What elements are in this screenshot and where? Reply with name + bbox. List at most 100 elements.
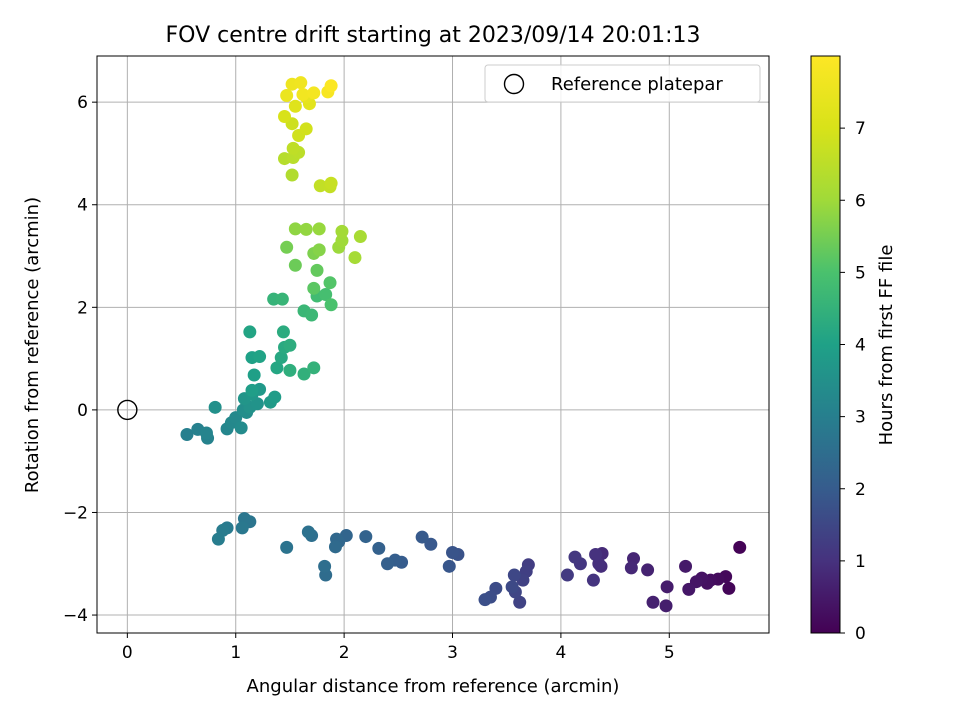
colorbar-label: Hours from first FF file (876, 245, 897, 446)
data-point (296, 87, 310, 101)
data-point (324, 79, 338, 93)
colorbar-tick-label: 3 (855, 408, 866, 428)
colorbar-tick-label: 7 (855, 119, 866, 139)
y-tick-label: 6 (77, 93, 88, 113)
data-point (348, 251, 362, 265)
data-point (507, 568, 521, 582)
y-axis-label: Rotation from reference (arcmin) (22, 197, 43, 493)
data-point (268, 390, 282, 404)
data-point (301, 525, 315, 539)
colorbar-ticks: 0 1 2 3 4 5 6 7 (840, 119, 866, 644)
colorbar-tick-label: 1 (855, 552, 866, 572)
data-point (324, 176, 338, 190)
data-point (318, 559, 332, 573)
data-point (294, 76, 308, 90)
y-tick-label: −2 (63, 503, 88, 523)
data-point (235, 521, 249, 535)
data-point (589, 548, 603, 562)
colorbar-tick-label: 6 (855, 191, 866, 211)
data-point (353, 230, 367, 244)
data-point (278, 110, 292, 124)
data-points (180, 76, 747, 613)
x-tick-label: 2 (339, 643, 350, 663)
data-point (513, 595, 527, 609)
data-point (283, 338, 297, 352)
data-point (180, 428, 194, 442)
data-point (328, 540, 342, 554)
chart-title: FOV centre drift starting at 2023/09/14 … (166, 23, 701, 48)
x-tick-label: 3 (447, 643, 458, 663)
x-tick-label: 1 (230, 643, 241, 663)
colorbar: 0 1 2 3 4 5 6 7 Hours from first FF file (810, 55, 897, 644)
data-point (297, 367, 311, 381)
data-point (478, 593, 492, 607)
data-point (275, 292, 289, 306)
data-point (442, 559, 456, 573)
data-point (679, 559, 693, 573)
y-axis-ticks: −4 −2 0 2 4 6 (63, 93, 97, 626)
data-point (586, 573, 600, 587)
data-point (335, 234, 349, 248)
data-point (270, 361, 284, 375)
data-point (305, 308, 319, 322)
data-point (424, 537, 438, 551)
colorbar-tick-label: 2 (855, 480, 866, 500)
data-point (245, 383, 259, 397)
data-point (288, 222, 302, 236)
data-point (319, 287, 333, 301)
data-point (624, 561, 638, 575)
data-point (299, 122, 313, 136)
data-point (312, 243, 326, 257)
data-point (199, 426, 213, 440)
x-tick-label: 5 (664, 643, 675, 663)
y-tick-label: 0 (77, 401, 88, 421)
data-point (247, 368, 261, 382)
data-point (211, 532, 225, 546)
data-point (283, 363, 297, 377)
data-point (682, 582, 696, 596)
x-axis-ticks: 0 1 2 3 4 5 (122, 633, 675, 663)
legend-box (484, 64, 761, 103)
y-tick-label: 2 (77, 298, 88, 318)
legend-label: Reference platepar (551, 74, 723, 95)
data-point (307, 281, 321, 295)
data-point (312, 222, 326, 236)
data-point (280, 240, 294, 254)
x-axis-label: Angular distance from reference (arcmin) (247, 676, 620, 697)
legend: Reference platepar (484, 64, 761, 103)
data-point (285, 168, 299, 182)
data-point (280, 88, 294, 102)
data-point (274, 351, 288, 365)
data-point (660, 580, 674, 594)
colorbar-tick-label: 4 (855, 336, 866, 356)
plot-frame (96, 55, 770, 634)
data-point (641, 563, 655, 577)
y-tick-label: −4 (63, 606, 88, 626)
data-point (505, 580, 519, 594)
data-point (286, 141, 300, 155)
colorbar-tick-label: 0 (855, 624, 866, 644)
plot-area: 0 1 2 3 4 5 −4 −2 0 2 4 6 (63, 55, 770, 663)
x-tick-label: 4 (555, 643, 566, 663)
data-point (288, 99, 302, 113)
colorbar-tick-label: 5 (855, 263, 866, 283)
x-tick-label: 0 (122, 643, 133, 663)
reference-platepar-marker (117, 399, 138, 421)
data-point (380, 557, 394, 571)
data-point (446, 545, 460, 559)
data-point (722, 581, 736, 595)
data-point (568, 550, 582, 564)
y-tick-label: 4 (77, 196, 88, 216)
data-point (288, 258, 302, 272)
data-point (324, 298, 338, 312)
data-point (253, 350, 267, 364)
data-point (310, 263, 324, 277)
data-point (276, 325, 290, 339)
data-point (372, 541, 386, 555)
data-point (313, 179, 327, 193)
data-point (243, 325, 257, 339)
data-point (659, 599, 673, 613)
data-point (208, 400, 222, 414)
data-point (323, 276, 337, 290)
